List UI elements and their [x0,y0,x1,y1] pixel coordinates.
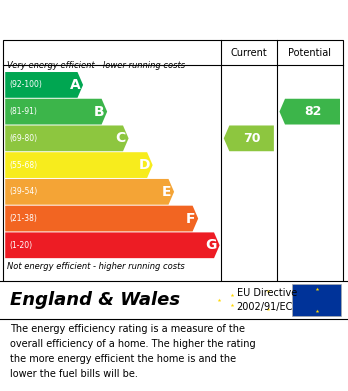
Text: The energy efficiency rating is a measure of the
overall efficiency of a home. T: The energy efficiency rating is a measur… [10,324,256,378]
Polygon shape [5,126,128,151]
Polygon shape [5,152,153,178]
Polygon shape [5,206,198,231]
Polygon shape [5,232,220,258]
Text: F: F [186,212,195,226]
Text: C: C [116,131,126,145]
Text: (21-38): (21-38) [9,214,37,223]
Text: A: A [70,78,80,92]
Text: Not energy efficient - higher running costs: Not energy efficient - higher running co… [7,262,185,271]
Text: EU Directive
2002/91/EC: EU Directive 2002/91/EC [237,289,297,312]
Text: 70: 70 [243,132,260,145]
Text: Energy Efficiency Rating: Energy Efficiency Rating [10,11,220,27]
Bar [292,284,341,316]
Text: 82: 82 [304,105,321,118]
Text: (39-54): (39-54) [9,187,38,196]
Text: D: D [139,158,150,172]
Polygon shape [5,99,107,124]
Text: (1-20): (1-20) [9,241,32,250]
Text: (92-100): (92-100) [9,81,42,90]
Text: (55-68): (55-68) [9,161,38,170]
Text: B: B [94,105,104,118]
Polygon shape [5,179,174,205]
Polygon shape [224,126,274,151]
Polygon shape [5,72,83,98]
Polygon shape [279,99,340,124]
Text: Potential: Potential [288,48,331,57]
Text: G: G [205,238,217,252]
Text: E: E [162,185,171,199]
Text: (81-91): (81-91) [9,107,37,116]
Text: Very energy efficient - lower running costs: Very energy efficient - lower running co… [7,61,185,70]
Text: England & Wales: England & Wales [10,291,181,309]
Text: (69-80): (69-80) [9,134,38,143]
Text: Current: Current [230,48,267,57]
